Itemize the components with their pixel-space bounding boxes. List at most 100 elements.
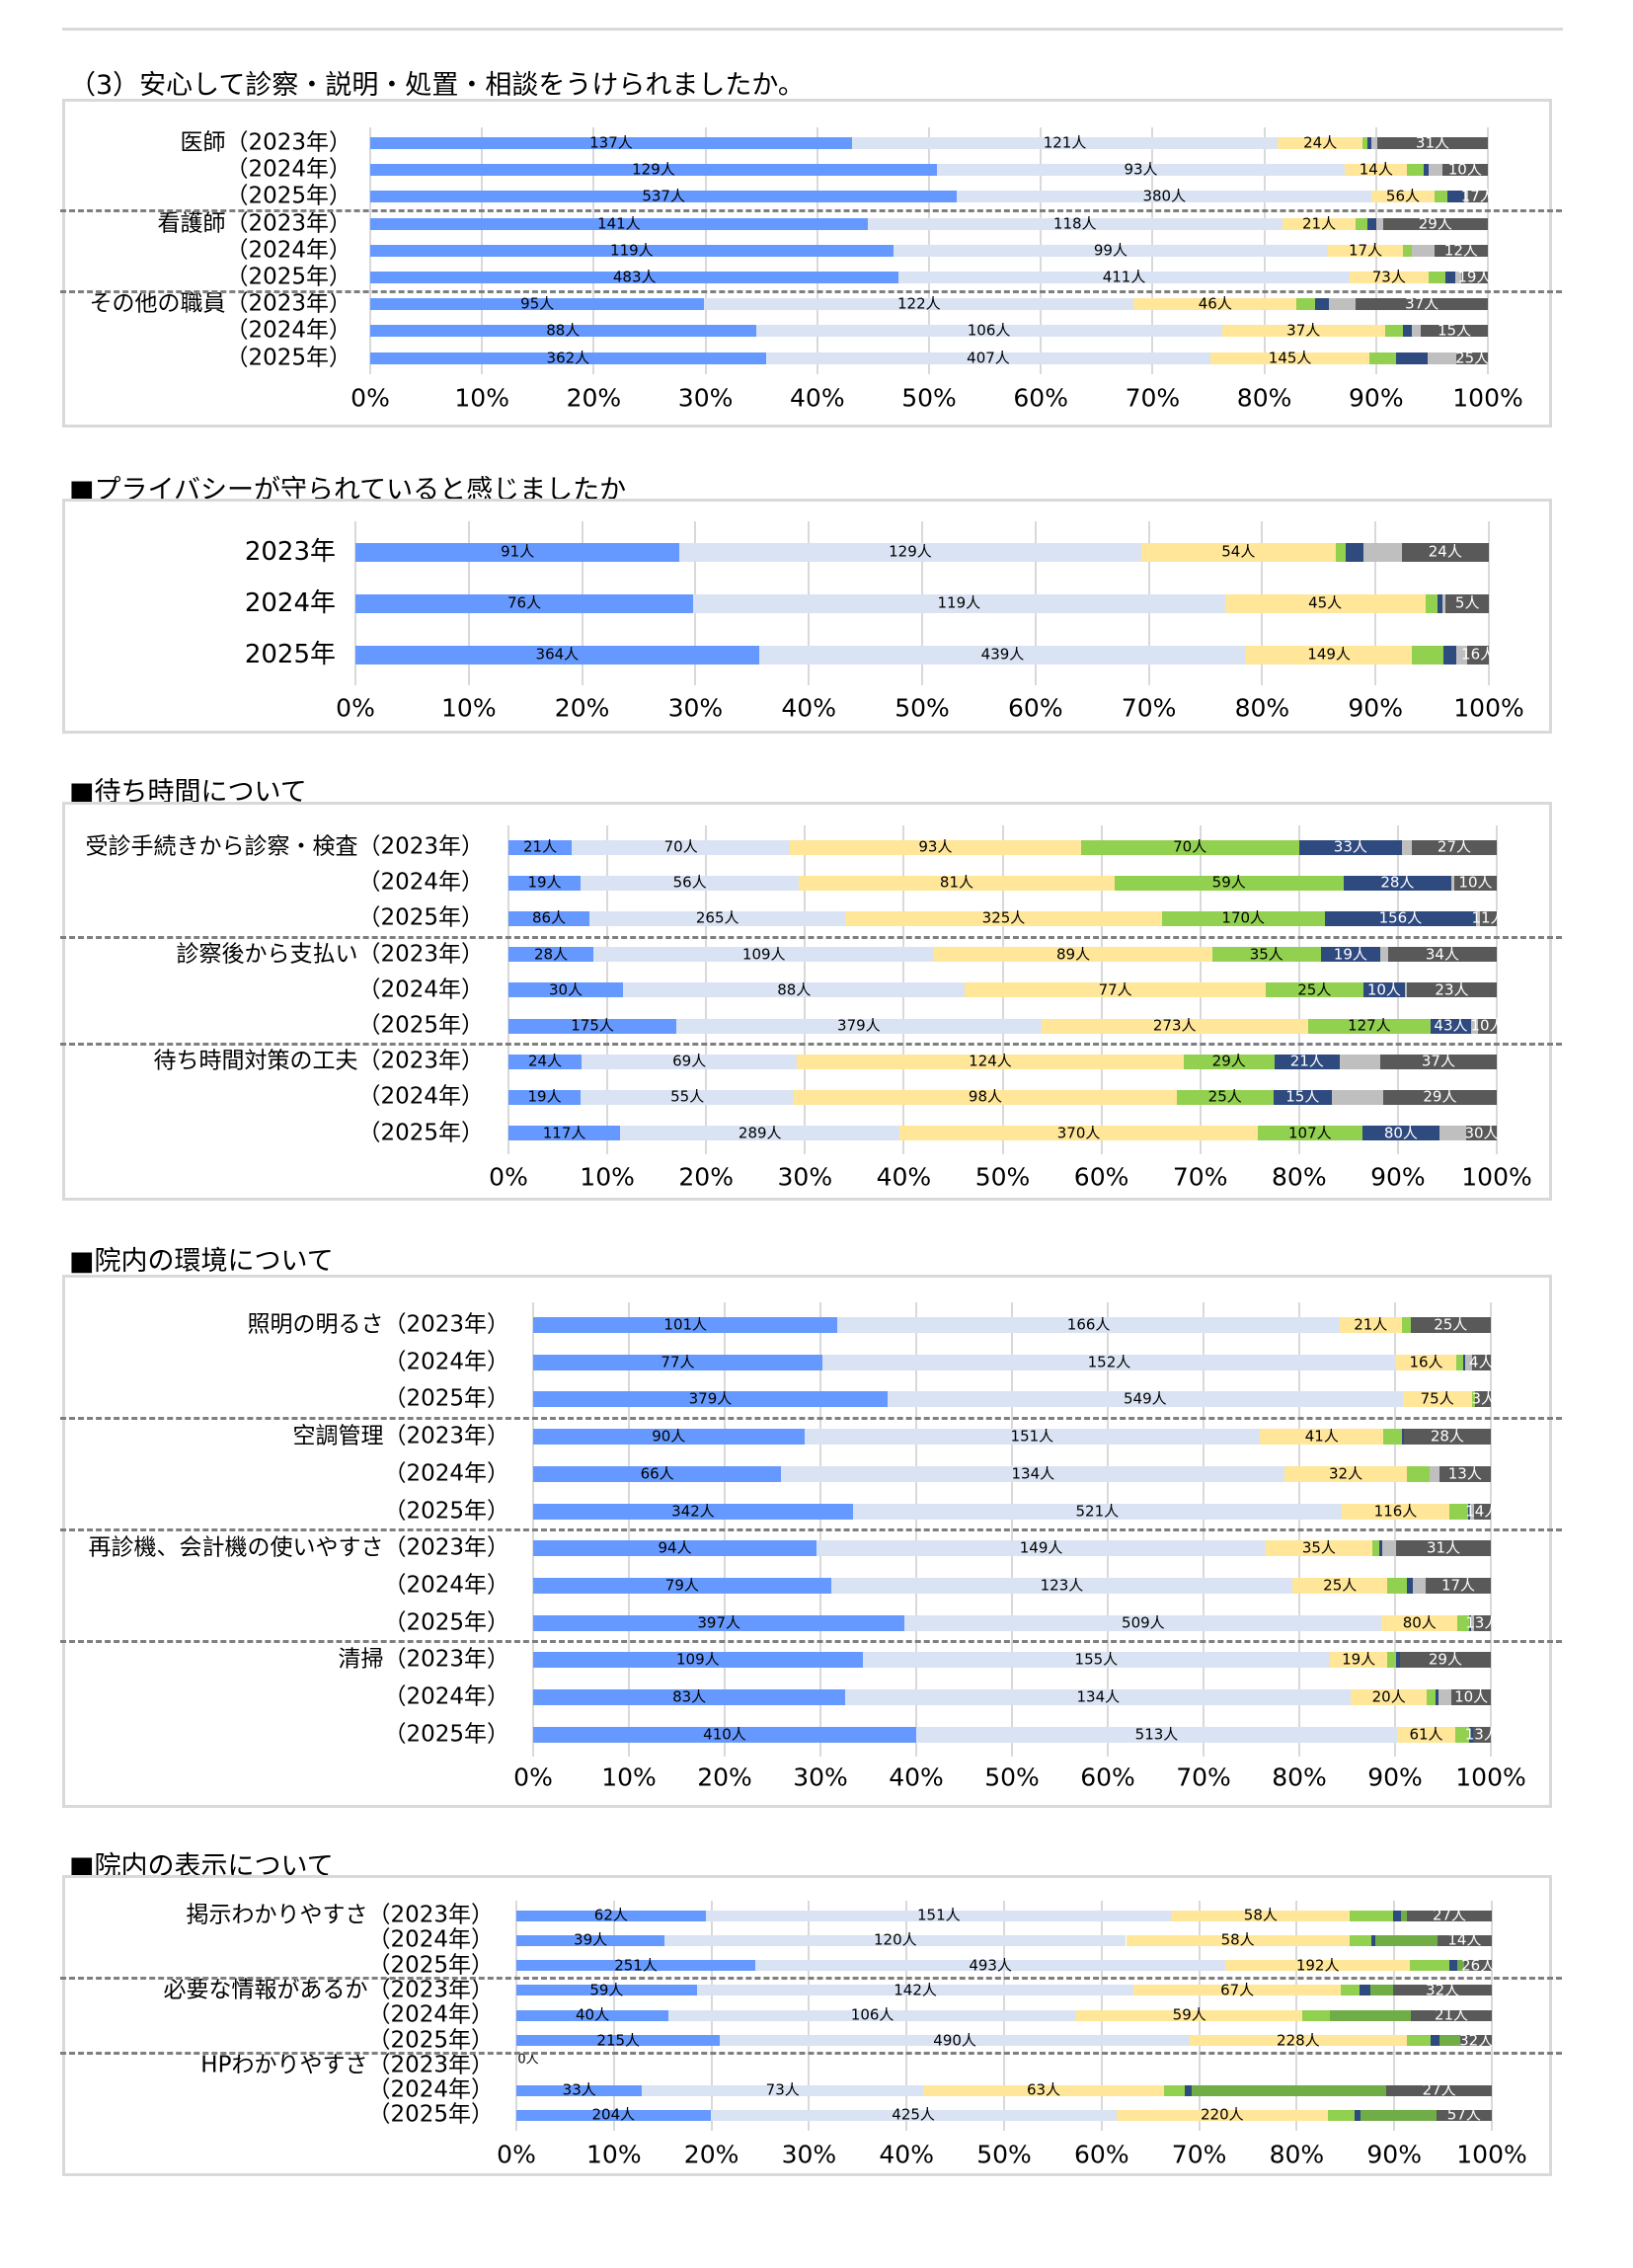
group-separator — [60, 2052, 1562, 2056]
bar-segment — [676, 1018, 1042, 1034]
row-label: （2024年） — [383, 1349, 509, 1375]
bar-segment — [821, 1354, 1396, 1370]
bar-segment — [1456, 352, 1488, 364]
bar-segment — [1369, 352, 1397, 364]
data-label: 155人 — [1074, 1650, 1119, 1669]
bar-segment — [1402, 244, 1412, 257]
bar-segment — [1116, 2109, 1328, 2121]
x-tick-label: 0% — [336, 693, 375, 723]
data-label: 93人 — [918, 837, 953, 856]
bar-segment — [957, 191, 1372, 203]
bar-segment — [1474, 1391, 1477, 1408]
data-label: 61人 — [1409, 1725, 1443, 1744]
data-label: 175人 — [571, 1016, 614, 1035]
bar-segment — [1375, 1934, 1438, 1946]
data-label: 43人 — [1434, 1016, 1468, 1035]
data-label: 122人 — [896, 294, 941, 313]
row-label: 2025年 — [244, 640, 336, 669]
x-tick-label: 10% — [601, 1762, 657, 1792]
bar-segment — [1410, 2009, 1492, 2021]
data-label: 89人 — [1056, 945, 1091, 964]
bar-segment — [1469, 1503, 1474, 1520]
bar-segment — [508, 947, 594, 963]
bar-segment — [1435, 1689, 1439, 1705]
data-label: 10人 — [1470, 1016, 1505, 1035]
bar-segment — [1450, 875, 1454, 891]
data-label: 25人 — [1455, 349, 1490, 367]
row-label: （2025年） — [367, 2027, 494, 2053]
bar-segment — [508, 910, 590, 926]
data-label: 118人 — [1052, 214, 1097, 233]
bar-segment — [1324, 910, 1476, 926]
x-tick-label: 90% — [1348, 693, 1403, 723]
x-tick-label: 60% — [1080, 1762, 1135, 1792]
bar-segment — [1407, 1910, 1492, 1921]
data-label: 70人 — [663, 837, 698, 856]
bar-segment — [1453, 875, 1497, 891]
data-label: 325人 — [981, 908, 1026, 927]
data-label: 439人 — [980, 645, 1025, 664]
bar-segment — [1371, 1934, 1376, 1946]
data-label: 109人 — [676, 1650, 720, 1669]
data-label: 91人 — [501, 542, 535, 561]
bar-segment — [1298, 839, 1402, 855]
data-label: 411人 — [1102, 268, 1146, 286]
chart-title: （3）安心して診察・説明・処置・相談をうけられましたか。 — [69, 70, 805, 101]
bar-segment — [1340, 1985, 1360, 1996]
bar-segment — [1284, 1465, 1407, 1482]
bar-segment — [533, 1354, 822, 1370]
data-label: 32人 — [1459, 2031, 1494, 2049]
bar-segment — [1455, 272, 1461, 283]
row-label: 受診手続きから診察・検査（2023年） — [85, 833, 484, 860]
bar-segment — [1328, 244, 1403, 257]
bar-segment — [1444, 272, 1456, 283]
bar-segment — [1376, 137, 1488, 149]
bar-segment — [1412, 244, 1435, 257]
x-tick-label: 30% — [667, 693, 724, 723]
bar-segment — [1403, 1429, 1491, 1446]
data-label: 29人 — [1428, 1650, 1462, 1669]
bar-segment — [1406, 1577, 1414, 1594]
bar-segment — [781, 1465, 1285, 1482]
bar-segment — [508, 1089, 582, 1105]
bar-segment — [1411, 645, 1444, 665]
bar-segment — [593, 947, 935, 963]
data-label: 407人 — [967, 349, 1010, 367]
bar-segment — [799, 875, 1115, 891]
row-label: （2025年） — [383, 1385, 509, 1412]
row-label: （2024年） — [357, 1083, 484, 1110]
x-tick-label: 80% — [1236, 383, 1292, 413]
bar-segment — [845, 1689, 1352, 1705]
row-label: 掲示わかりやすさ（2023年） — [186, 1902, 494, 1928]
bar-segment — [1371, 191, 1435, 203]
data-label: 10人 — [1447, 160, 1482, 179]
row-label: 看護師（2023年） — [157, 210, 351, 237]
data-label: 20人 — [1371, 1687, 1406, 1706]
data-label: 370人 — [1056, 1124, 1101, 1142]
x-tick-label: 10% — [586, 2140, 642, 2169]
row-label: HPわかりやすさ（2023年） — [200, 2052, 494, 2078]
x-tick-label: 40% — [876, 1162, 932, 1192]
bar-segment — [1462, 1354, 1465, 1370]
data-label: 121人 — [1043, 133, 1087, 152]
bar-segment — [1246, 645, 1412, 665]
row-label: （2024年） — [357, 869, 484, 896]
data-label: 45人 — [1308, 593, 1343, 612]
data-label: 24人 — [1303, 133, 1338, 152]
bar-segment — [1336, 542, 1347, 562]
data-label: 27人 — [1437, 837, 1471, 856]
bar-segment — [1451, 1689, 1491, 1705]
bar-segment — [1395, 1652, 1400, 1669]
data-label: 24人 — [1428, 542, 1462, 561]
bar-segment — [1471, 1354, 1491, 1370]
bar-segment — [1468, 1726, 1473, 1743]
bar-segment — [516, 1910, 706, 1921]
bar-segment — [370, 352, 766, 364]
data-label: 220人 — [1200, 2105, 1244, 2124]
row-label: 清掃（2023年） — [338, 1646, 509, 1673]
data-label: 58人 — [1220, 1930, 1255, 1949]
group-separator — [60, 1640, 1562, 1644]
data-label: 14人 — [1465, 1502, 1500, 1520]
data-label: 31人 — [1426, 1538, 1461, 1557]
row-label: （2025年） — [225, 183, 351, 209]
